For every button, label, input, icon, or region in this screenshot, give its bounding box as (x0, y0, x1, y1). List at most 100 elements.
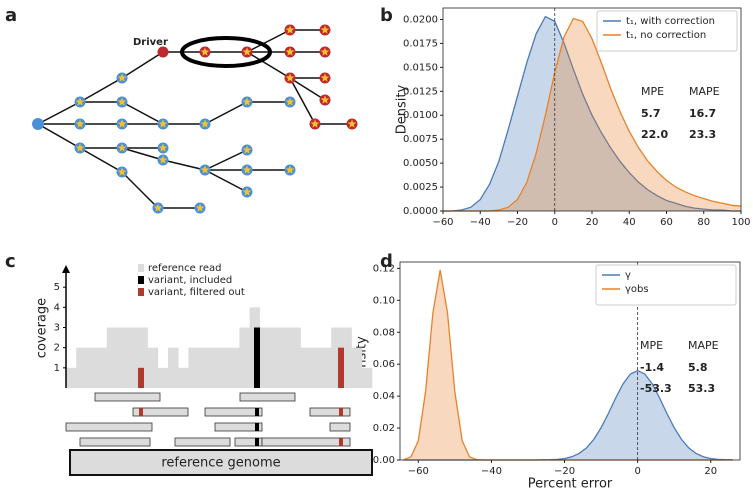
y-tick-label: 0.0200 (403, 14, 438, 25)
tree-edge (162, 159, 206, 171)
tree-edge (121, 171, 159, 209)
legend-box (596, 10, 738, 52)
node-star (75, 119, 85, 128)
node-star (117, 143, 127, 152)
y-tick-label: 1 (54, 363, 60, 374)
node-star (158, 143, 168, 152)
y-tick-label: 0.04 (373, 391, 395, 402)
x-tick-label: −20 (507, 217, 528, 228)
node-star (200, 165, 210, 174)
coverage-bar (86, 347, 97, 388)
x-tick-label: −60 (408, 466, 429, 477)
tree-edge (79, 77, 123, 103)
genome-label: reference genome (161, 456, 280, 471)
coverage-bar (198, 347, 210, 388)
axis-arrow (62, 265, 70, 273)
node-star (285, 47, 295, 56)
x-tick-label: 40 (623, 217, 636, 228)
y-tick-label: 2 (54, 343, 60, 354)
legend-label: γobs (625, 284, 649, 295)
stat-value: -1.4 (640, 361, 664, 374)
tree-node (157, 46, 169, 58)
tree-edge (121, 101, 164, 125)
coverage-bar (137, 327, 148, 388)
legend-swatch (138, 264, 144, 272)
y-tick-label: 0.02 (373, 423, 395, 434)
coverage-bar (351, 347, 363, 388)
tree-edge (246, 51, 291, 79)
plot-frame (399, 261, 741, 461)
coverage-bar (229, 347, 240, 388)
tree-edge (289, 77, 326, 101)
stat-value: 16.7 (689, 107, 716, 120)
node-star (117, 97, 127, 106)
driver-label: Driver (133, 37, 168, 48)
legend-label: variant, filtered out (148, 287, 245, 298)
y-tick-label: 0.0150 (403, 62, 438, 73)
coverage-bar (178, 367, 189, 388)
y-tick-label: 5 (54, 282, 60, 293)
y-tick-label: 0.08 (373, 327, 395, 338)
tree (32, 24, 358, 214)
variant-bar (338, 347, 344, 388)
x-tick-label: 100 (731, 217, 750, 228)
node-star (320, 95, 330, 104)
coverage-bar (270, 327, 281, 388)
x-tick-label: 60 (660, 217, 673, 228)
y-tick-label: 0.0175 (403, 38, 438, 49)
genome-box (69, 449, 373, 476)
node-star (285, 97, 295, 106)
x-tick-label: 0 (552, 217, 558, 228)
legend-label: γ (625, 270, 631, 281)
tree-edge (204, 149, 248, 171)
coverage-bar (259, 327, 271, 388)
tree-edge (37, 123, 81, 149)
x-tick-label: −20 (554, 466, 575, 477)
node-star (242, 47, 252, 56)
tree-edge (121, 147, 164, 161)
tree-edge (79, 147, 123, 173)
y-axis-label: Density (395, 84, 410, 134)
legend-label: reference read (148, 263, 221, 274)
node-star (117, 73, 127, 82)
y-tick-label: 0.00 (373, 455, 395, 466)
density-line (443, 15, 741, 212)
panel-label: d (380, 251, 393, 272)
tree-edge (37, 101, 81, 125)
coverage-bar (117, 327, 128, 388)
tree-node (32, 118, 44, 130)
y-axis-label: coverage (35, 298, 50, 358)
y-tick-label: 0.0000 (403, 206, 438, 217)
tree-edge (246, 29, 291, 53)
coverage-bar (157, 367, 169, 388)
node-star (320, 47, 330, 56)
y-tick-label: 4 (54, 302, 60, 313)
y-tick-label: 0.0050 (403, 158, 438, 169)
stat-value: 5.8 (688, 361, 708, 374)
panel-label: b (380, 5, 393, 26)
coverage-bar (361, 367, 373, 388)
read-variants (139, 408, 343, 446)
node-star (242, 97, 252, 106)
legend-label: t₁, no correction (626, 30, 706, 41)
coverage-bar (168, 347, 179, 388)
stat-value: -53.3 (640, 382, 672, 395)
coverage-bar (147, 347, 159, 388)
stat-value: 53.3 (688, 382, 715, 395)
coverage-bar (208, 347, 220, 388)
node-star (320, 73, 330, 82)
area-fill (443, 18, 741, 211)
legend-swatch (138, 276, 144, 284)
x-tick-label: −40 (470, 217, 491, 228)
coverage-bar (239, 327, 250, 388)
stat-value: 5.7 (641, 107, 661, 120)
y-tick-label: 0.12 (373, 263, 395, 274)
stat-value: 22.0 (641, 128, 668, 141)
coverage-bar (331, 327, 342, 388)
panel-label: c (5, 251, 16, 272)
node-star (242, 165, 252, 174)
x-tick-label: 0 (634, 466, 640, 477)
x-tick-label: 20 (704, 466, 717, 477)
coverage-bar (310, 347, 322, 388)
